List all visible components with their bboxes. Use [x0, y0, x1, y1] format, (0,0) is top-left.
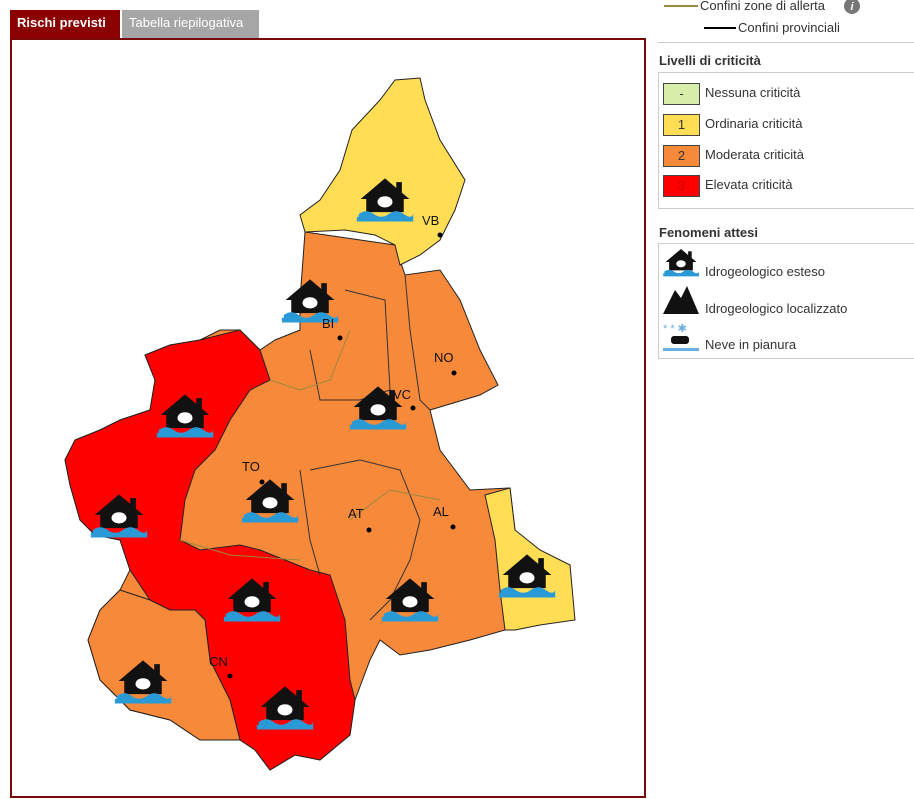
province-label: TO [242, 459, 260, 474]
zone-high [64, 329, 356, 771]
phenomena-icons: * * ✱ [663, 248, 699, 351]
province-label: VB [422, 213, 439, 228]
phenomenon-label: Neve in pianura [705, 337, 797, 352]
icon-snow: * * ✱ [663, 323, 699, 351]
province-label: AL [433, 504, 449, 519]
province-dot [450, 524, 456, 530]
level-label: Ordinaria criticità [705, 116, 803, 131]
province-dot [337, 335, 343, 341]
info-icon[interactable] [844, 0, 860, 14]
zone-borders [179, 329, 441, 561]
boundary-legend: i [664, 0, 860, 29]
phenomenon-label: Idrogeologico localizzato [705, 301, 848, 316]
province-dot [366, 527, 372, 533]
map: VB BI NO VC TO AT AL CN [64, 77, 576, 771]
info-glyph[interactable]: i [850, 1, 854, 13]
province-label: CN [209, 654, 228, 669]
phenomenon-label: Idrogeologico esteso [705, 264, 825, 279]
level-swatch: - [663, 83, 700, 105]
level-swatch: 1 [663, 114, 700, 136]
icon-landslide [663, 286, 699, 314]
tab-active[interactable]: Rischi previsti [10, 10, 120, 38]
phenomena-box: * * ✱ Idrogeologico esteso Idrogeologico… [658, 243, 914, 359]
section-title: Livelli di criticità [659, 53, 761, 68]
level-swatch: 2 [663, 145, 700, 167]
province-labels: VB BI NO VC TO AT AL CN [209, 213, 457, 679]
province-dot [437, 232, 443, 238]
level-swatch: 3 [663, 175, 700, 197]
map-frame: VB BI NO VC TO AT AL CN [10, 38, 646, 798]
svg-text:* * ✱: * * ✱ [663, 323, 687, 335]
legend-text: Confini zone di allerta [700, 0, 826, 13]
level-label: Moderata criticità [705, 147, 804, 162]
legend: i Confini zone di allerta Confini provin… [658, 0, 914, 790]
province-label: BI [322, 316, 334, 331]
province-label: AT [348, 506, 364, 521]
province-dot [259, 479, 265, 485]
tab[interactable]: Tabella riepilogativa [122, 10, 259, 38]
divider [658, 42, 914, 43]
levels-box: - Nessuna criticità 1 Ordinaria criticit… [658, 72, 914, 209]
zone-ordinary [299, 77, 466, 266]
province-label: NO [434, 350, 454, 365]
province-label: VC [393, 387, 411, 402]
province-dot [410, 405, 416, 411]
province-dot [227, 673, 233, 679]
level-label: Nessuna criticità [705, 85, 801, 100]
province-dot [451, 370, 457, 376]
legend-text: Confini provinciali [738, 20, 840, 35]
icon-hydro [663, 248, 699, 277]
level-label: Elevata criticità [705, 177, 793, 192]
section-title: Fenomeni attesi [659, 225, 758, 240]
